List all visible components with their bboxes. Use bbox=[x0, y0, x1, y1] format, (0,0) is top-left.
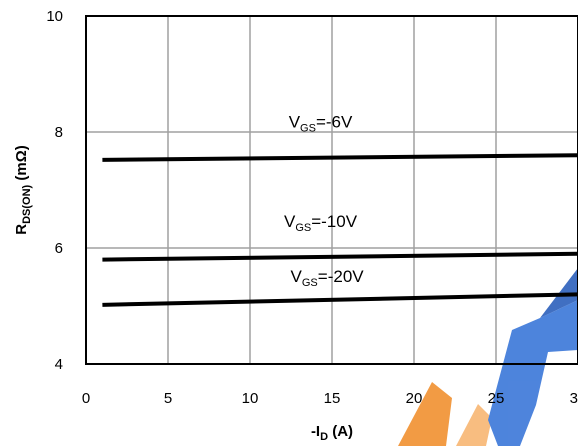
x-tick-label-30: 30 bbox=[570, 390, 578, 407]
series-line-1 bbox=[102, 153, 578, 162]
x-axis-label: -ID (A) bbox=[311, 423, 353, 443]
watermark-logo-orange-shape bbox=[398, 382, 452, 446]
series-line-2 bbox=[102, 251, 578, 262]
x-tick-label-15: 15 bbox=[324, 390, 341, 407]
tick-labels: 0 5 10 15 20 25 30 4 6 8 10 bbox=[46, 8, 578, 407]
y-tick-label-4: 4 bbox=[55, 356, 63, 373]
x-tick-label-10: 10 bbox=[242, 390, 259, 407]
x-tick-label-20: 20 bbox=[406, 390, 423, 407]
x-tick-label-0: 0 bbox=[82, 390, 90, 407]
series-labels: VGS=-6V VGS=-10V VGS=-20V bbox=[284, 113, 364, 289]
watermark-logo-orange-wedge bbox=[456, 404, 492, 446]
series-lines bbox=[102, 153, 578, 307]
series-label-1: VGS=-6V bbox=[289, 113, 353, 135]
x-tick-label-25: 25 bbox=[488, 390, 505, 407]
x-tick-label-5: 5 bbox=[164, 390, 172, 407]
watermark-logo-blue-shape bbox=[488, 300, 578, 446]
y-axis-label: RDS(ON) (mΩ) bbox=[13, 145, 33, 234]
y-tick-label-8: 8 bbox=[55, 124, 63, 141]
grid bbox=[86, 16, 578, 364]
series-label-3: VGS=-20V bbox=[291, 267, 365, 289]
y-tick-label-6: 6 bbox=[55, 240, 63, 257]
series-line-3 bbox=[102, 292, 578, 307]
y-tick-label-10: 10 bbox=[46, 8, 63, 25]
series-label-2: VGS=-10V bbox=[284, 212, 358, 234]
plot-frame bbox=[85, 15, 578, 365]
